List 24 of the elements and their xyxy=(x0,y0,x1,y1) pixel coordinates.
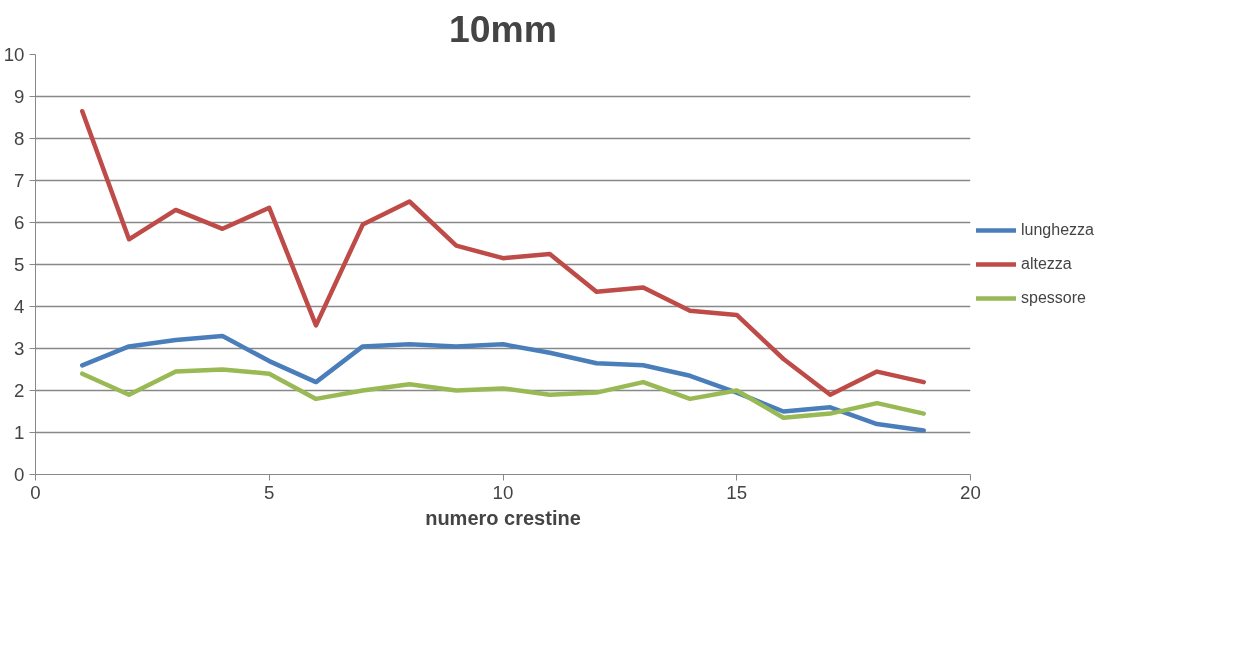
y-tick-label: 10 xyxy=(3,44,25,65)
y-tick-label: 7 xyxy=(14,170,25,191)
x-tick-label: 15 xyxy=(726,481,748,503)
line-series xyxy=(80,333,926,433)
line-series xyxy=(80,108,926,397)
y-tick-label: 9 xyxy=(14,86,25,107)
y-tick-label: 1 xyxy=(14,422,25,443)
y-tick-label: 0 xyxy=(14,464,25,485)
x-axis-title: numero crestine xyxy=(425,506,581,529)
x-tick-label: 0 xyxy=(30,481,41,503)
x-tick-label: 10 xyxy=(492,481,514,503)
y-tick-label: 6 xyxy=(14,212,25,233)
y-tick-label: 8 xyxy=(14,128,25,149)
y-tick-label: 2 xyxy=(14,380,25,401)
y-tick-label: 5 xyxy=(14,254,25,275)
y-tick-label: 4 xyxy=(14,296,25,317)
line-series xyxy=(80,367,926,421)
legend-label: spessore xyxy=(1021,289,1086,307)
y-tick-label: 3 xyxy=(14,338,25,359)
legend-label: altezza xyxy=(1021,255,1072,273)
x-tick-label: 5 xyxy=(264,481,275,503)
chart-title: 10mm xyxy=(449,7,557,50)
x-tick-label: 20 xyxy=(960,481,981,503)
legend-label: lunghezza xyxy=(1021,221,1094,239)
